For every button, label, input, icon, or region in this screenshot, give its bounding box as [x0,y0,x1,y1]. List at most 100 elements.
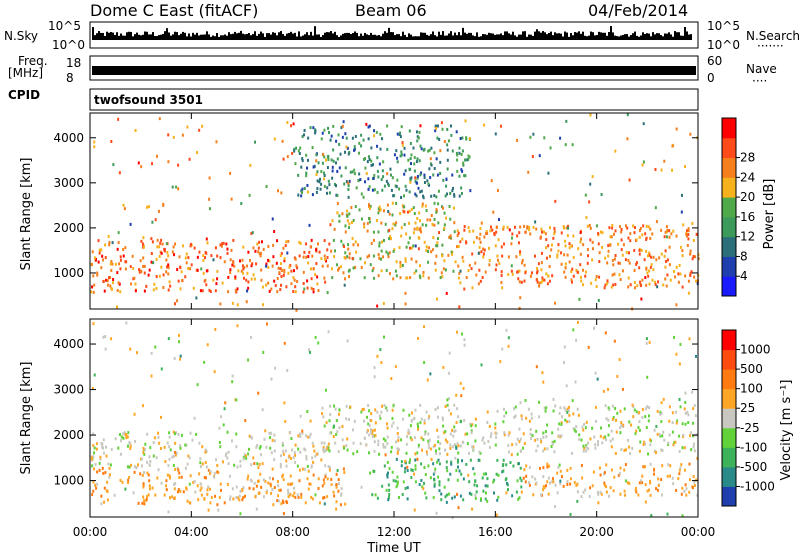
echo-cell [287,488,290,492]
echo-cell [603,483,606,487]
echo-cell [303,447,306,451]
echo-cell [648,269,651,273]
echo-cell [185,261,188,265]
echo-cell [307,136,310,140]
echo-cell [144,448,147,452]
echo-cell [542,435,545,439]
echo-cell [226,430,229,434]
echo-cell [93,446,96,450]
echo-cell [635,490,638,494]
echo-cell [604,331,607,335]
echo-cell [582,283,585,287]
echo-cell [268,289,271,293]
echo-cell [298,254,301,258]
nsky-bar [136,32,138,40]
echo-cell [634,486,637,490]
echo-cell [494,422,497,426]
echo-cell [435,452,438,456]
nsky-bar [194,34,196,40]
echo-cell [354,265,357,269]
echo-cell [373,366,376,370]
nsky-bar [150,34,152,40]
echo-cell [127,478,130,482]
echo-cell [648,340,651,344]
echo-cell [695,354,698,358]
echo-cell [432,472,435,476]
echo-cell [455,130,458,134]
echo-cell [539,493,542,497]
echo-cell [516,452,519,456]
echo-cell [530,412,533,416]
echo-cell [369,204,372,208]
echo-cell [289,474,292,478]
echo-cell [611,258,614,262]
nsky-bar [238,32,240,40]
nsky-bar [388,27,390,40]
echo-cell [373,173,376,177]
echo-cell [335,432,338,436]
echo-cell [247,286,250,290]
echo-cell [587,447,590,451]
echo-cell [140,457,143,461]
echo-cell [431,222,434,226]
echo-cell [168,435,171,439]
echo-cell [592,470,595,474]
echo-cell [571,267,574,271]
echo-cell [242,457,245,461]
echo-cell [308,250,311,254]
echo-cell [417,425,420,429]
echo-cell [531,155,534,159]
echo-cell [573,428,576,432]
echo-cell [328,468,331,472]
echo-cell [108,473,111,477]
echo-cell [696,456,699,460]
echo-cell [425,496,428,500]
echo-cell [229,268,232,272]
echo-cell [524,230,527,234]
echo-cell [133,470,136,474]
echo-cell [379,348,382,352]
nsky-bar [252,34,254,40]
echo-cell [687,229,690,233]
colorbar-tick-label: -25 [740,421,760,435]
echo-cell [207,468,210,472]
echo-cell [565,119,568,123]
echo-cell [666,512,669,516]
echo-cell [474,479,477,483]
echo-cell [104,243,107,247]
echo-cell [669,464,672,468]
nsky-bar [198,35,200,40]
echo-cell [419,228,422,232]
echo-cell [332,435,335,439]
nave-tick-top: 60 [707,54,722,68]
nsky-bar [572,35,574,40]
echo-cell [434,129,437,133]
echo-cell [663,438,666,442]
echo-cell [489,225,492,229]
echo-cell [447,253,450,257]
nsky-bar [502,35,504,40]
echo-cell [435,449,438,453]
echo-cell [589,226,592,230]
echo-cell [92,444,95,448]
nsky-bar [178,35,180,40]
echo-cell [463,338,466,342]
echo-cell [430,250,433,254]
echo-cell [584,193,587,197]
echo-cell [242,486,245,490]
echo-cell [531,434,534,438]
echo-cell [495,472,498,476]
echo-cell [529,274,532,278]
echo-cell [467,473,470,477]
echo-cell [432,445,435,449]
echo-cell [670,232,673,236]
echo-cell [167,160,170,164]
echo-cell [282,478,285,482]
echo-cell [134,289,137,293]
echo-cell [467,451,470,455]
echo-cell [456,465,459,469]
echo-cell [339,265,342,269]
echo-cell [396,480,399,484]
echo-cell [664,249,667,253]
echo-cell [443,140,446,144]
